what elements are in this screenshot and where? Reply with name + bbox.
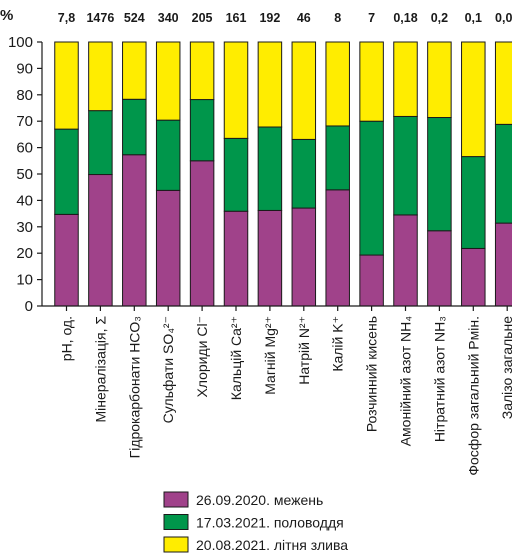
y-tick-label: 100 [8, 34, 33, 51]
bar-segment-1 [155, 189, 181, 307]
y-tick-label: 30 [16, 219, 33, 236]
bar-segment-3 [494, 41, 512, 125]
bar-segment-3 [54, 41, 79, 130]
top-value-label: 46 [297, 11, 311, 25]
top-value-label: 161 [226, 11, 247, 25]
legend-swatch [163, 514, 189, 530]
bar-segment-2 [257, 126, 283, 211]
bar-segment-2 [494, 123, 512, 224]
bar-segment-3 [291, 41, 317, 140]
y-tick-label: 0 [25, 298, 33, 315]
top-value-label: 524 [124, 11, 145, 25]
category-label: Магній Mg²⁺ [262, 316, 278, 395]
category-label: Нітратний азот NH₃ [431, 316, 447, 442]
bar-segment-1 [223, 210, 249, 307]
top-value-label: 7 [368, 11, 375, 25]
y-tick-label: 60 [16, 140, 33, 157]
bar-segment-3 [189, 41, 215, 101]
bar-segment-2 [393, 115, 418, 216]
legend-swatch [163, 491, 189, 508]
bar-segment-1 [359, 254, 384, 307]
y-tick-label: 80 [16, 87, 33, 104]
y-tick-label: 70 [16, 113, 33, 130]
y-axis: 0 10 20 30 40 50 60 70 80 90 100 [8, 34, 43, 315]
bar-segment-3 [223, 41, 249, 139]
bar-segment-1 [291, 207, 317, 307]
bar-segment-1 [88, 174, 113, 307]
bar-segment-2 [189, 99, 215, 162]
bar-segment-3 [325, 41, 350, 127]
legend-label: 20.08.2021. літня злива [196, 537, 348, 553]
bar-segment-1 [494, 222, 512, 307]
category-label: Сульфати SO₄²⁻ [160, 316, 176, 423]
category-label: Гідрокарбонати HCO₃ [126, 316, 142, 458]
bar-segment-1 [54, 213, 79, 307]
bar-segment-1 [461, 247, 486, 307]
bar-segment-2 [359, 120, 384, 256]
bars [54, 41, 512, 307]
bar-segment-2 [325, 125, 350, 191]
category-label: pH, од. [59, 316, 75, 361]
category-label: Фосфор загальний Pмін. [465, 316, 481, 476]
bar-segment-2 [155, 119, 181, 191]
bar-segment-2 [122, 98, 147, 156]
category-label: Амонійний азот NH₄ [398, 316, 414, 447]
top-value-label: 340 [158, 11, 179, 25]
bar-segment-2 [291, 138, 317, 209]
bar-segment-2 [54, 128, 79, 215]
top-value-label: 1476 [86, 11, 114, 25]
bar-segment-3 [122, 41, 147, 100]
legend: 26.09.2020. межень 17.03.2021. половоддя 2… [163, 491, 348, 553]
top-value-label: 0,1 [465, 11, 482, 25]
legend-label: 26.09.2020. межень [196, 492, 323, 508]
bar-segment-3 [155, 41, 181, 121]
bar-segment-2 [88, 110, 113, 176]
y-tick-label: 10 [16, 272, 33, 289]
top-value-label: 0,2 [431, 11, 448, 25]
y-tick-label: 90 [16, 60, 33, 77]
category-label: Розчинний кисень [364, 316, 380, 432]
bar-segment-1 [189, 160, 215, 307]
top-value-label: 192 [259, 11, 280, 25]
top-value-label: 0,01 [495, 11, 512, 25]
bar-segment-1 [393, 214, 418, 307]
category-label: Мінералізація, Σ [92, 316, 108, 423]
category-label: Залізо загальне [499, 316, 512, 419]
y-tick-label: 50 [16, 166, 33, 183]
y-tick-label: 40 [16, 192, 33, 209]
bar-segment-3 [359, 41, 384, 122]
legend-label: 17.03.2021. половоддя [196, 515, 344, 531]
top-value-label: 8 [334, 11, 341, 25]
top-value-label: 205 [192, 11, 213, 25]
bar-segment-3 [393, 41, 418, 117]
unit-label: % [0, 7, 13, 24]
bar-segment-2 [223, 137, 249, 212]
category-label: Хлориди Cl⁻ [194, 316, 210, 398]
y-tick-label: 20 [16, 245, 33, 262]
bar-segment-2 [461, 156, 486, 249]
top-value-label: 0,18 [393, 11, 417, 25]
bar-segment-2 [427, 117, 452, 232]
top-value-label: 7,8 [58, 11, 75, 25]
category-label: Натрій N²⁺ [296, 316, 312, 385]
bar-segment-3 [88, 41, 113, 112]
bar-segment-3 [257, 41, 283, 128]
bar-segment-3 [461, 41, 486, 158]
category-label: Калій K⁺ [330, 316, 346, 372]
bar-segment-3 [427, 41, 452, 119]
x-axis: pH, од. Мінералізація, Σ Гідрокарбонати HC… [42, 305, 512, 476]
bar-segment-1 [257, 209, 283, 307]
bar-segment-1 [427, 230, 452, 307]
top-values: 7,8 1476 524 340 205 161 192 46 8 7 0,18 0,2 0,1 0,01 [58, 11, 512, 25]
bar-segment-1 [325, 189, 350, 307]
category-label: Кальцій Ca²⁺ [228, 316, 244, 400]
bar-segment-1 [122, 154, 147, 307]
legend-swatch [163, 536, 189, 553]
